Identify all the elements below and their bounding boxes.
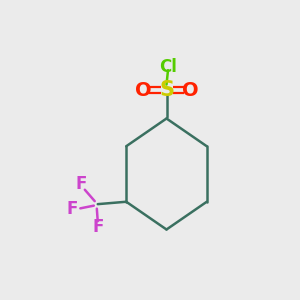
Text: O: O [182, 80, 198, 100]
Text: F: F [67, 200, 78, 218]
Text: O: O [135, 80, 152, 100]
Text: F: F [76, 175, 87, 193]
Text: F: F [92, 218, 103, 236]
Text: S: S [159, 80, 174, 100]
Text: Cl: Cl [159, 58, 177, 76]
